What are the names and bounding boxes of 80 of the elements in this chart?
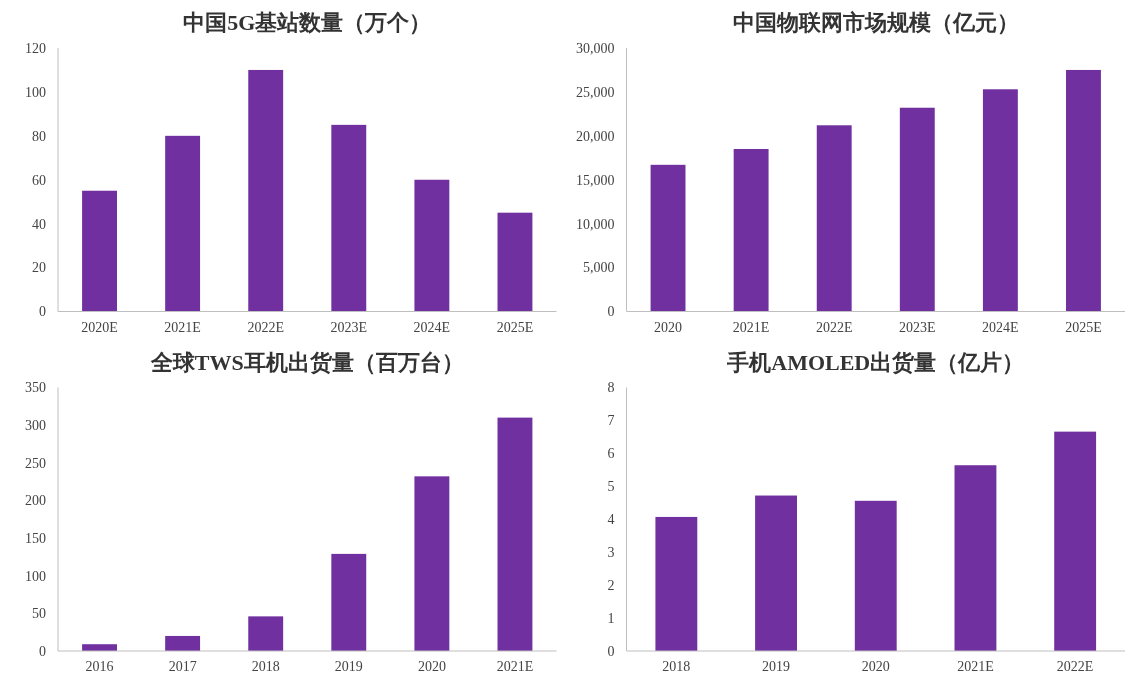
x-tick-label: 2022E bbox=[247, 319, 284, 335]
y-tick-label: 5,000 bbox=[583, 260, 615, 276]
y-tick-label: 30,000 bbox=[576, 40, 615, 56]
x-tick-label: 2024E bbox=[413, 319, 451, 335]
bar bbox=[854, 500, 897, 651]
y-tick-label: 5 bbox=[607, 479, 615, 495]
x-tick-label: 2025E bbox=[1065, 319, 1102, 335]
y-tick-label: 120 bbox=[25, 40, 46, 56]
y-tick-label: 6 bbox=[607, 446, 615, 462]
bar bbox=[414, 476, 450, 651]
bar bbox=[165, 635, 201, 651]
y-tick-label: 250 bbox=[25, 455, 46, 471]
bar bbox=[331, 124, 367, 312]
x-tick-label: 2020 bbox=[861, 659, 890, 674]
y-tick-label: 150 bbox=[25, 530, 46, 546]
x-tick-label: 2020 bbox=[654, 319, 683, 335]
y-tick-label: 200 bbox=[25, 493, 46, 509]
x-tick-label: 2020 bbox=[417, 659, 446, 674]
y-tick-label: 7 bbox=[607, 413, 615, 429]
bar bbox=[816, 125, 852, 312]
x-tick-label: 2021E bbox=[164, 319, 201, 335]
x-tick-label: 2018 bbox=[251, 659, 280, 674]
x-tick-label: 2021E bbox=[732, 319, 770, 335]
bar bbox=[497, 417, 533, 651]
y-tick-label: 3 bbox=[607, 545, 615, 561]
x-tick-label: 2022E bbox=[1056, 659, 1094, 674]
bar bbox=[1066, 69, 1101, 312]
x-tick-label: 2018 bbox=[662, 659, 691, 674]
bar bbox=[414, 179, 450, 312]
y-tick-label: 0 bbox=[39, 304, 46, 320]
x-tick-label: 2022E bbox=[815, 319, 853, 335]
x-tick-label: 2024E bbox=[982, 319, 1019, 335]
bar bbox=[248, 69, 284, 312]
chart-title: 中国5G基站数量（万个） bbox=[183, 10, 432, 35]
y-tick-label: 2 bbox=[607, 578, 615, 594]
x-tick-label: 2021E bbox=[957, 659, 994, 674]
bar bbox=[248, 616, 284, 651]
bar bbox=[755, 495, 797, 651]
x-tick-label: 2023E bbox=[330, 319, 368, 335]
y-tick-label: 4 bbox=[607, 512, 615, 528]
bar bbox=[899, 107, 935, 312]
y-tick-label: 25,000 bbox=[576, 84, 615, 100]
chart-title: 中国物联网市场规模（亿元） bbox=[732, 10, 1019, 35]
y-tick-label: 8 bbox=[607, 380, 615, 396]
bar bbox=[954, 465, 997, 651]
y-tick-label: 350 bbox=[25, 380, 46, 396]
x-tick-label: 2017 bbox=[168, 659, 197, 674]
y-tick-label: 50 bbox=[32, 606, 46, 622]
y-tick-label: 0 bbox=[607, 304, 615, 320]
y-tick-label: 80 bbox=[32, 128, 46, 144]
x-tick-label: 2025E bbox=[496, 319, 534, 335]
x-tick-label: 2020E bbox=[81, 319, 118, 335]
bar bbox=[165, 135, 201, 312]
x-tick-label: 2023E bbox=[899, 319, 936, 335]
y-tick-label: 40 bbox=[32, 216, 46, 232]
y-tick-label: 10,000 bbox=[576, 216, 615, 232]
y-tick-label: 0 bbox=[39, 643, 46, 659]
bar bbox=[733, 149, 769, 312]
y-tick-label: 15,000 bbox=[576, 172, 615, 188]
x-tick-label: 2019 bbox=[762, 659, 791, 674]
y-tick-label: 20 bbox=[32, 260, 46, 276]
y-tick-label: 60 bbox=[32, 172, 46, 188]
y-tick-label: 1 bbox=[607, 610, 615, 626]
y-tick-label: 20,000 bbox=[576, 128, 615, 144]
bar bbox=[650, 164, 686, 312]
x-tick-label: 2019 bbox=[334, 659, 363, 674]
bar bbox=[331, 553, 367, 651]
x-tick-label: 2016 bbox=[85, 659, 114, 674]
bar bbox=[982, 89, 1018, 312]
chart-title: 手机AMOLED出货量（亿片） bbox=[726, 349, 1025, 375]
x-tick-label: 2021E bbox=[496, 659, 534, 674]
bar bbox=[655, 516, 698, 651]
bar bbox=[82, 190, 117, 312]
bar bbox=[1054, 431, 1097, 651]
y-tick-label: 100 bbox=[25, 84, 46, 100]
bar bbox=[497, 212, 533, 312]
chart-title: 全球TWS耳机出货量（百万台） bbox=[149, 349, 464, 375]
y-tick-label: 0 bbox=[607, 643, 615, 659]
y-tick-label: 300 bbox=[25, 418, 46, 434]
y-tick-label: 100 bbox=[25, 568, 46, 584]
